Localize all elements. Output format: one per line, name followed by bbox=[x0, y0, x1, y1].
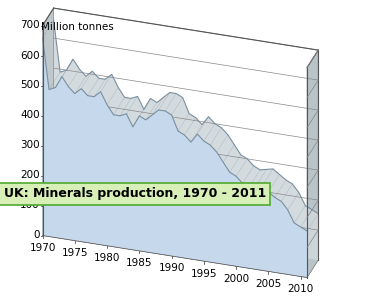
Text: 600: 600 bbox=[20, 50, 40, 61]
Text: 1975: 1975 bbox=[61, 248, 88, 258]
Text: 700: 700 bbox=[20, 20, 40, 31]
Text: 1970: 1970 bbox=[29, 243, 56, 253]
Text: 100: 100 bbox=[20, 200, 40, 211]
Polygon shape bbox=[43, 38, 307, 278]
Text: 1995: 1995 bbox=[191, 268, 217, 279]
Text: UK: Minerals production, 1970 - 2011: UK: Minerals production, 1970 - 2011 bbox=[4, 187, 266, 200]
Text: 400: 400 bbox=[20, 110, 40, 121]
Polygon shape bbox=[43, 218, 318, 278]
Text: 1990: 1990 bbox=[158, 263, 185, 274]
Text: 2000: 2000 bbox=[223, 274, 249, 284]
Text: 200: 200 bbox=[20, 170, 40, 181]
Polygon shape bbox=[54, 20, 318, 260]
Text: 500: 500 bbox=[20, 80, 40, 91]
Text: 1985: 1985 bbox=[126, 258, 152, 268]
Text: 300: 300 bbox=[20, 140, 40, 151]
Text: 1980: 1980 bbox=[94, 253, 120, 263]
Text: Million tonnes: Million tonnes bbox=[41, 22, 114, 32]
Text: 0: 0 bbox=[33, 230, 40, 241]
Polygon shape bbox=[307, 50, 318, 278]
Text: 2010: 2010 bbox=[287, 284, 314, 294]
Text: 2005: 2005 bbox=[255, 279, 282, 289]
Polygon shape bbox=[43, 8, 54, 236]
